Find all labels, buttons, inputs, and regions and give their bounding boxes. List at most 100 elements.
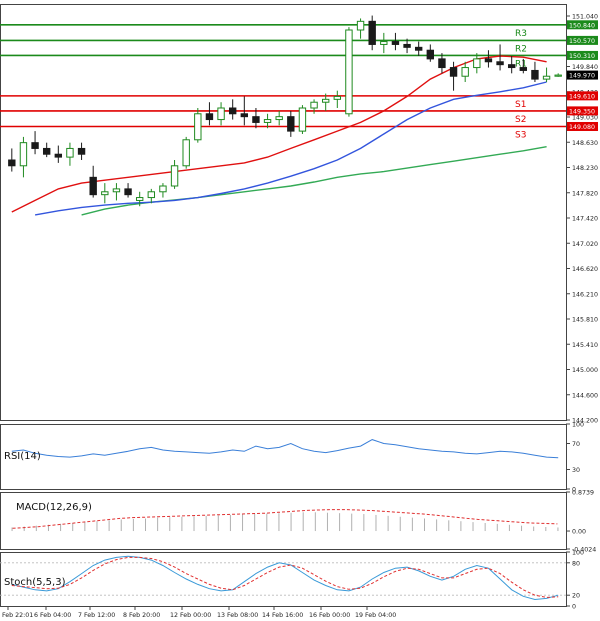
level-price-label: 149.350 [569, 108, 595, 115]
candle-body [89, 176, 97, 196]
candle-body [101, 191, 109, 196]
candle-body [321, 98, 330, 103]
price-tick-label: 144.200 [572, 418, 598, 425]
candle-body [484, 58, 493, 63]
level-name-s2: S2 [515, 115, 526, 125]
candle-body [31, 142, 39, 149]
price-tick-label: 148.630 [572, 140, 598, 147]
stoch-d-line [11, 556, 559, 598]
rsi-frame [0, 424, 567, 490]
time-tick-label: 16 Feb 00:00 [309, 612, 350, 619]
macd-signal-line [12, 509, 558, 529]
rsi-tick-label: 30 [572, 467, 580, 474]
level-name-r1: R1 [515, 59, 527, 69]
time-tick-label: 8 Feb 20:00 [123, 612, 160, 619]
candle-body [356, 20, 365, 31]
candle-body [380, 41, 388, 45]
level-price-box [567, 121, 598, 131]
candle-body [205, 113, 214, 121]
candle-body [287, 116, 295, 132]
candle-body [19, 142, 28, 167]
stoch-k-line [11, 555, 559, 601]
candle-body [310, 101, 318, 109]
stoch-tick-label: 80 [572, 560, 580, 567]
candle-body [252, 116, 260, 123]
candle-body [461, 67, 469, 77]
candle-body [368, 20, 376, 45]
candle-body [542, 75, 551, 80]
level-price-label: 149.610 [569, 93, 595, 100]
level-name-s3: S3 [515, 130, 526, 140]
price-tick-label: 149.840 [572, 64, 598, 71]
candle-body [496, 61, 504, 66]
price-tick-label: 145.000 [572, 367, 598, 374]
price-tick-label: 146.620 [572, 266, 598, 273]
candle-body [170, 165, 179, 187]
level-price-box [567, 35, 598, 45]
price-tick-label: 145.810 [572, 317, 598, 324]
price-tick-label: 147.820 [572, 190, 598, 197]
rsi-line [11, 439, 559, 459]
candle-body [438, 58, 446, 69]
price-tick-label: 147.420 [572, 216, 598, 223]
stoch-tick-label: 20 [572, 593, 580, 600]
candle-body [124, 188, 132, 196]
ma-mid-line [34, 81, 547, 216]
candle-body [519, 67, 528, 71]
candle-body [298, 107, 307, 132]
level-price-label: 150.570 [569, 38, 595, 45]
stoch-tick-label: 0 [572, 604, 576, 611]
candle-body [426, 49, 435, 60]
main-plot-frame [0, 4, 567, 421]
rsi-tick-label: 100 [572, 422, 584, 429]
candle-body [275, 116, 283, 121]
stoch-frame [0, 552, 567, 607]
level-name-r2: R2 [515, 44, 527, 54]
price-tick-label: 151.040 [572, 14, 598, 21]
candle-body [403, 43, 411, 48]
price-tick-label: 149.030 [572, 115, 598, 122]
candle-body [217, 107, 225, 121]
level-name-s1: S1 [515, 100, 526, 110]
price-tick-label: 147.020 [572, 241, 598, 248]
time-tick-label: 5 Feb 22:01 [0, 612, 33, 619]
level-price-label: 150.310 [569, 53, 595, 60]
current-price-label: 149.970 [569, 73, 595, 80]
rsi-tick-label: 70 [572, 441, 580, 448]
level-price-box [567, 91, 598, 101]
macd-tick-label: 0.8739 [572, 490, 594, 497]
ma-fast-line [11, 55, 547, 213]
candle-body [194, 113, 202, 141]
time-tick-label: 14 Feb 16:00 [262, 612, 303, 619]
level-price-box [567, 106, 598, 116]
rsi-label: RSI(14) [4, 451, 41, 462]
candle-body [42, 147, 51, 155]
candle-body [77, 147, 86, 155]
time-tick-label: 6 Feb 04:00 [34, 612, 71, 619]
macd-panel: 0.8739 0.00 -0.4024 MACD(12,26,9) [0, 490, 596, 554]
level-price-box [567, 20, 598, 30]
candle-body [182, 139, 190, 167]
candle-body [147, 191, 156, 199]
price-tick-label: 146.210 [572, 291, 598, 298]
candle-body [135, 197, 144, 201]
candle-body [391, 41, 400, 45]
level-price-label: 149.080 [569, 124, 595, 131]
candle-body [240, 113, 249, 118]
candle-body [66, 147, 74, 158]
time-tick-label: 7 Feb 12:00 [78, 612, 115, 619]
level-name-r3: R3 [515, 29, 527, 39]
price-tick-label: 145.410 [572, 342, 598, 349]
candle-body [54, 153, 63, 158]
stoch-tick-label: 100 [572, 550, 584, 557]
time-tick-label: 19 Feb 04:00 [355, 612, 396, 619]
price-tick-label: 144.600 [572, 392, 598, 399]
rsi-tick-label: 0 [572, 487, 576, 494]
price-tick-label: 148.230 [572, 165, 598, 172]
candle-body [473, 58, 481, 69]
rsi-panel: 100 70 30 0 RSI(14) [0, 422, 584, 494]
candle-body [345, 29, 353, 115]
current-price-box [567, 70, 598, 80]
